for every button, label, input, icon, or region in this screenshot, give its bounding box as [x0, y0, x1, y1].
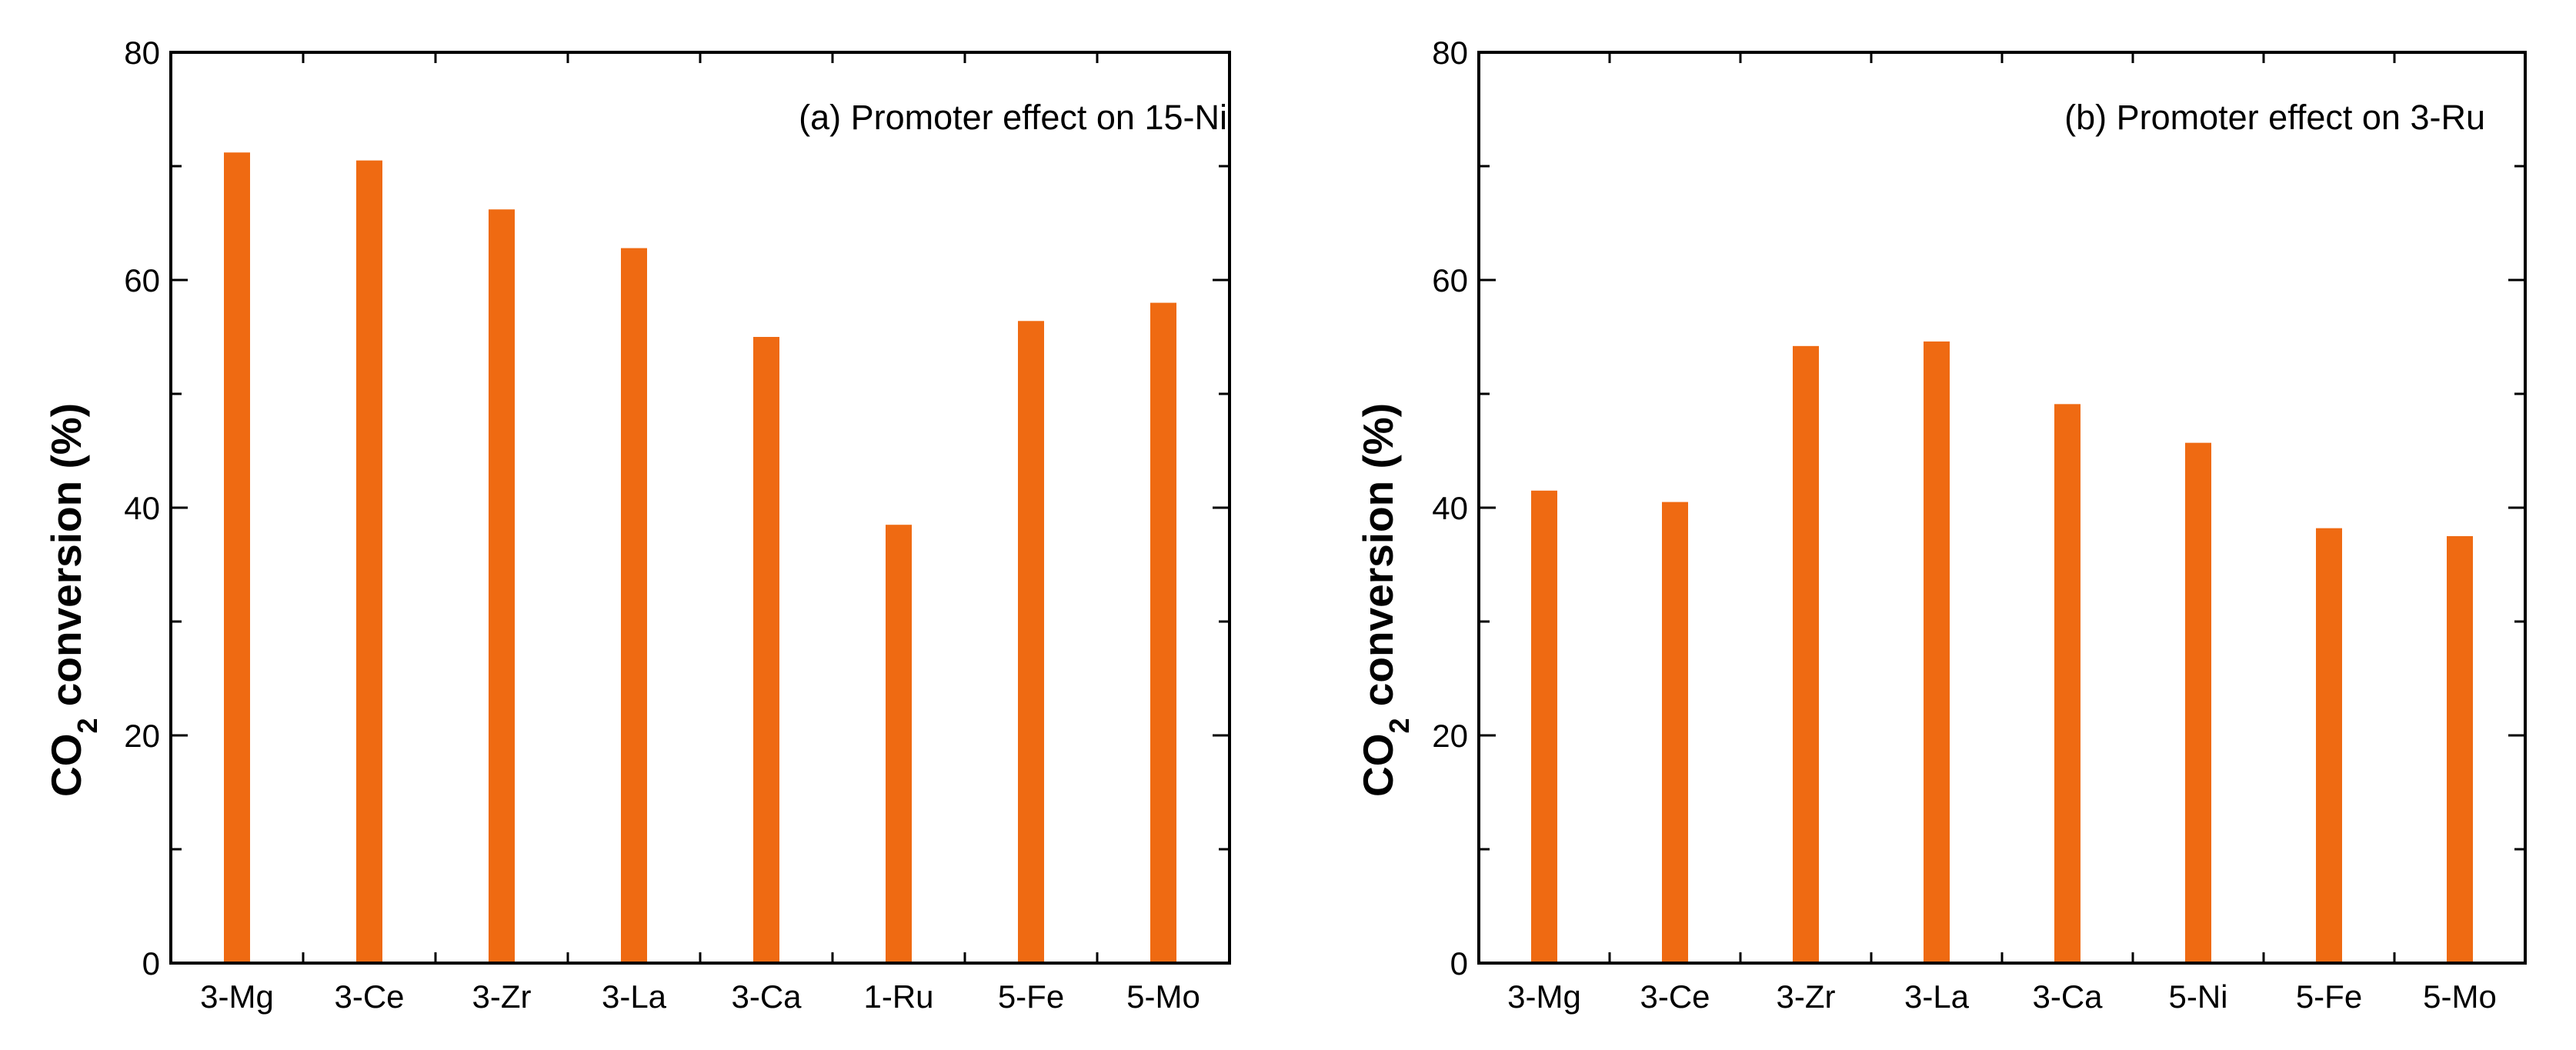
- bar-3-la: [1924, 341, 1950, 963]
- x-tick-labels: 3-Mg 3-Ce 3-Zr 3-La 3-Ca 1-Ru 5-Fe 5-Mo: [200, 978, 1200, 1015]
- y-axis-label: CO2 conversion (%): [42, 403, 103, 797]
- y-tick-label: 20: [124, 718, 160, 754]
- y-tick-label: 60: [1432, 262, 1468, 298]
- x-tick-label: 3-La: [1904, 978, 1970, 1015]
- x-tick-label: 1-Ru: [863, 978, 933, 1015]
- bar-3-mg: [224, 152, 250, 964]
- chart-panel-b: CO2 conversion (%) (b) Promoter effect o…: [1354, 35, 2527, 1015]
- chart-panel-a: CO2 conversion (%) (a) Promoter effect o…: [42, 35, 1231, 1015]
- x-tick-label: 3-Ce: [1640, 978, 1710, 1015]
- y-tick-label: 80: [1432, 35, 1468, 71]
- bar-3-ca: [753, 337, 779, 963]
- y-tick-label: 40: [124, 490, 160, 526]
- y-axis-label-main: CO: [42, 734, 90, 798]
- y-tick-labels: 0 20 40 60 80: [124, 35, 160, 982]
- bar-3-mg: [1531, 490, 1557, 963]
- x-tick-label: 3-Mg: [200, 978, 274, 1015]
- y-axis-label-rest: conversion (%): [1354, 403, 1402, 718]
- y-axis-label-subscript: 2: [1383, 718, 1415, 734]
- bar-5-mo: [2447, 536, 2473, 963]
- x-tick-label: 3-Mg: [1507, 978, 1581, 1015]
- bar-3-zr: [489, 209, 515, 963]
- y-tick-label: 60: [124, 262, 160, 298]
- x-tick-label: 3-Ca: [2032, 978, 2103, 1015]
- bar-5-ni: [2185, 442, 2211, 963]
- bar-5-mo: [1150, 302, 1176, 964]
- y-tick-label: 40: [1432, 490, 1468, 526]
- bar-3-ca: [2054, 404, 2080, 963]
- chart-title: (b) Promoter effect on 3-Ru: [2064, 98, 2485, 137]
- plot-frame: [169, 51, 1231, 965]
- bar-1-ru: [886, 525, 912, 963]
- x-tick-label: 5-Mo: [2423, 978, 2497, 1015]
- plot-frame: [1477, 51, 2527, 965]
- bar-3-ce: [356, 160, 382, 964]
- x-tick-label: 5-Fe: [2296, 978, 2362, 1015]
- x-tick-label: 3-Ca: [731, 978, 802, 1015]
- bar-3-la: [621, 248, 647, 963]
- bar-5-fe: [1018, 321, 1044, 963]
- y-tick-labels: 0 20 40 60 80: [1432, 35, 1468, 982]
- bars: [1531, 341, 2473, 964]
- y-axis-label-subscript: 2: [72, 718, 103, 734]
- ticks: [1479, 51, 2525, 965]
- x-tick-label: 3-Ce: [334, 978, 404, 1015]
- bar-5-fe: [2316, 528, 2342, 963]
- x-tick-label: 5-Mo: [1126, 978, 1200, 1015]
- x-tick-labels: 3-Mg 3-Ce 3-Zr 3-La 3-Ca 5-Ni 5-Fe 5-Mo: [1507, 978, 2497, 1015]
- y-axis-label: CO2 conversion (%): [1354, 403, 1415, 797]
- chart-title: (a) Promoter effect on 15-Ni: [799, 98, 1227, 137]
- x-tick-label: 3-La: [602, 978, 667, 1015]
- y-axis-label-rest: conversion (%): [42, 403, 90, 718]
- y-tick-label: 20: [1432, 718, 1468, 754]
- x-tick-label: 3-Zr: [472, 978, 532, 1015]
- y-tick-label: 0: [142, 945, 160, 982]
- x-tick-label: 5-Ni: [2168, 978, 2227, 1015]
- y-axis-label-main: CO: [1354, 734, 1402, 798]
- ticks: [171, 51, 1230, 965]
- y-tick-label: 80: [124, 35, 160, 71]
- x-tick-label: 3-Zr: [1777, 978, 1836, 1015]
- bar-3-zr: [1793, 345, 1819, 964]
- bar-3-ce: [1662, 502, 1688, 963]
- bars: [224, 152, 1176, 964]
- y-tick-label: 0: [1450, 945, 1468, 982]
- x-tick-label: 5-Fe: [998, 978, 1064, 1015]
